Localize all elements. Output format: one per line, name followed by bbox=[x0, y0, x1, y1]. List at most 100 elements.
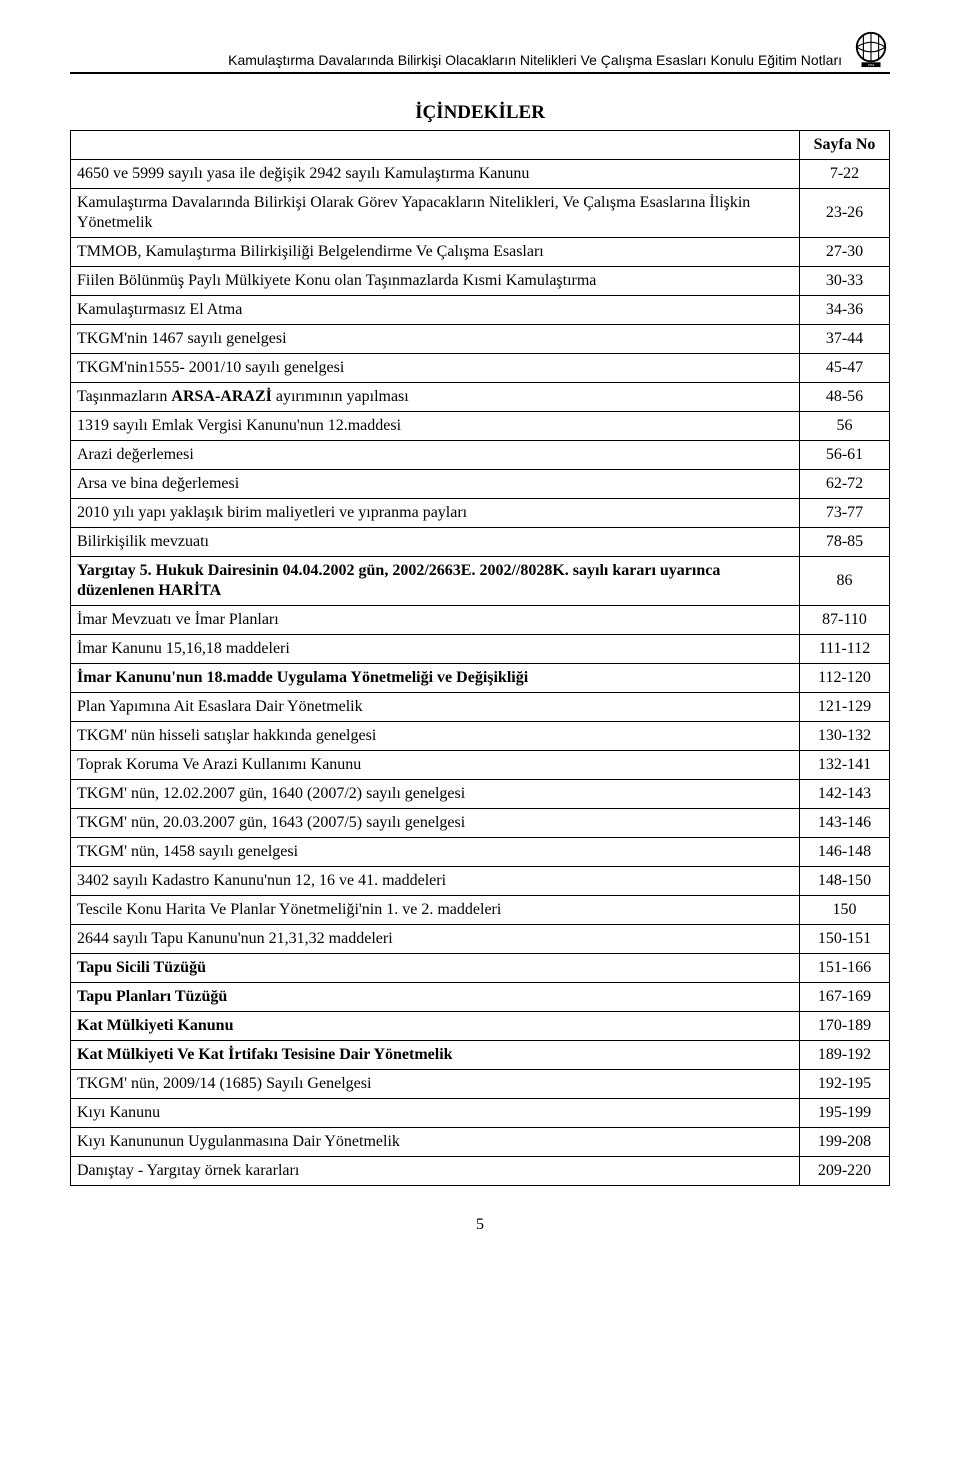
toc-row-label: Plan Yapımına Ait Esaslara Dair Yönetmel… bbox=[71, 693, 800, 722]
toc-row: Plan Yapımına Ait Esaslara Dair Yönetmel… bbox=[71, 693, 890, 722]
toc-row-page: 73-77 bbox=[800, 499, 890, 528]
toc-header-row: Sayfa No bbox=[71, 131, 890, 160]
toc-row: 3402 sayılı Kadastro Kanunu'nun 12, 16 v… bbox=[71, 867, 890, 896]
toc-row-label: Yargıtay 5. Hukuk Dairesinin 04.04.2002 … bbox=[71, 557, 800, 606]
toc-row-label: İmar Kanunu'nun 18.madde Uygulama Yönetm… bbox=[71, 664, 800, 693]
toc-row-label: 1319 sayılı Emlak Vergisi Kanunu'nun 12.… bbox=[71, 412, 800, 441]
toc-row-page: 189-192 bbox=[800, 1041, 890, 1070]
toc-row-label: TKGM'nin 1467 sayılı genelgesi bbox=[71, 325, 800, 354]
toc-row-label: Kamulaştırmasız El Atma bbox=[71, 296, 800, 325]
toc-header-empty bbox=[71, 131, 800, 160]
toc-row-label: Arazi değerlemesi bbox=[71, 441, 800, 470]
toc-row-label: TKGM' nün hisseli satışlar hakkında gene… bbox=[71, 722, 800, 751]
toc-row-page: 143-146 bbox=[800, 809, 890, 838]
toc-row-label: TKGM' nün, 20.03.2007 gün, 1643 (2007/5)… bbox=[71, 809, 800, 838]
toc-row-label: 2010 yılı yapı yaklaşık birim maliyetler… bbox=[71, 499, 800, 528]
toc-row-page: 151-166 bbox=[800, 954, 890, 983]
toc-row-label: TKGM'nin1555- 2001/10 sayılı genelgesi bbox=[71, 354, 800, 383]
toc-row: Kat Mülkiyeti Ve Kat İrtifakı Tesisine D… bbox=[71, 1041, 890, 1070]
toc-row-page: 209-220 bbox=[800, 1157, 890, 1186]
toc-row-label: TKGM' nün, 2009/14 (1685) Sayılı Genelge… bbox=[71, 1070, 800, 1099]
toc-row-label: Taşınmazların ARSA-ARAZİ ayırımının yapı… bbox=[71, 383, 800, 412]
header-text: Kamulaştırma Davalarında Bilirkişi Olaca… bbox=[228, 52, 842, 68]
toc-row-label: Arsa ve bina değerlemesi bbox=[71, 470, 800, 499]
toc-row-page: 86 bbox=[800, 557, 890, 606]
toc-row-page: 132-141 bbox=[800, 751, 890, 780]
toc-row-page: 146-148 bbox=[800, 838, 890, 867]
page-number: 5 bbox=[70, 1216, 890, 1234]
toc-row: Kamulaştırma Davalarında Bilirkişi Olara… bbox=[71, 189, 890, 238]
toc-row: Arsa ve bina değerlemesi62-72 bbox=[71, 470, 890, 499]
toc-row-page: 45-47 bbox=[800, 354, 890, 383]
logo-icon: 1954 bbox=[852, 30, 890, 68]
toc-row-page: 23-26 bbox=[800, 189, 890, 238]
toc-row: Toprak Koruma Ve Arazi Kullanımı Kanunu1… bbox=[71, 751, 890, 780]
toc-row-label: 4650 ve 5999 sayılı yasa ile değişik 294… bbox=[71, 160, 800, 189]
toc-row-label: Toprak Koruma Ve Arazi Kullanımı Kanunu bbox=[71, 751, 800, 780]
toc-row: TKGM' nün, 20.03.2007 gün, 1643 (2007/5)… bbox=[71, 809, 890, 838]
toc-row: TKGM' nün, 12.02.2007 gün, 1640 (2007/2)… bbox=[71, 780, 890, 809]
toc-row-page: 150 bbox=[800, 896, 890, 925]
toc-row-label: Tapu Planları Tüzüğü bbox=[71, 983, 800, 1012]
toc-row: 2644 sayılı Tapu Kanunu'nun 21,31,32 mad… bbox=[71, 925, 890, 954]
toc-row: 2010 yılı yapı yaklaşık birim maliyetler… bbox=[71, 499, 890, 528]
toc-row: Kıyı Kanunu195-199 bbox=[71, 1099, 890, 1128]
toc-row: İmar Kanunu 15,16,18 maddeleri111-112 bbox=[71, 635, 890, 664]
toc-row-page: 111-112 bbox=[800, 635, 890, 664]
svg-text:1954: 1954 bbox=[868, 63, 875, 67]
toc-row: TKGM' nün hisseli satışlar hakkında gene… bbox=[71, 722, 890, 751]
toc-row-label: Kıyı Kanunu bbox=[71, 1099, 800, 1128]
toc-row-page: 87-110 bbox=[800, 606, 890, 635]
toc-row: Fiilen Bölünmüş Paylı Mülkiyete Konu ola… bbox=[71, 267, 890, 296]
toc-row-label: İmar Kanunu 15,16,18 maddeleri bbox=[71, 635, 800, 664]
toc-row-page: 148-150 bbox=[800, 867, 890, 896]
toc-row-page: 199-208 bbox=[800, 1128, 890, 1157]
toc-header-page: Sayfa No bbox=[800, 131, 890, 160]
toc-row: Kat Mülkiyeti Kanunu170-189 bbox=[71, 1012, 890, 1041]
page-header: Kamulaştırma Davalarında Bilirkişi Olaca… bbox=[70, 30, 890, 74]
toc-row: Yargıtay 5. Hukuk Dairesinin 04.04.2002 … bbox=[71, 557, 890, 606]
toc-row: İmar Kanunu'nun 18.madde Uygulama Yönetm… bbox=[71, 664, 890, 693]
toc-row: TKGM'nin1555- 2001/10 sayılı genelgesi45… bbox=[71, 354, 890, 383]
toc-row-page: 170-189 bbox=[800, 1012, 890, 1041]
toc-row: 4650 ve 5999 sayılı yasa ile değişik 294… bbox=[71, 160, 890, 189]
toc-row-label: İmar Mevzuatı ve İmar Planları bbox=[71, 606, 800, 635]
toc-row-label: Kamulaştırma Davalarında Bilirkişi Olara… bbox=[71, 189, 800, 238]
toc-row: Kamulaştırmasız El Atma34-36 bbox=[71, 296, 890, 325]
toc-row-page: 27-30 bbox=[800, 238, 890, 267]
toc-row-page: 195-199 bbox=[800, 1099, 890, 1128]
toc-row-page: 130-132 bbox=[800, 722, 890, 751]
toc-row-page: 56 bbox=[800, 412, 890, 441]
toc-row-page: 150-151 bbox=[800, 925, 890, 954]
toc-row-label: Bilirkişilik mevzuatı bbox=[71, 528, 800, 557]
toc-row-label: Danıştay - Yargıtay örnek kararları bbox=[71, 1157, 800, 1186]
toc-row-label: Tapu Sicili Tüzüğü bbox=[71, 954, 800, 983]
toc-row: İmar Mevzuatı ve İmar Planları87-110 bbox=[71, 606, 890, 635]
toc-row-page: 30-33 bbox=[800, 267, 890, 296]
toc-row-page: 34-36 bbox=[800, 296, 890, 325]
toc-row-label: 2644 sayılı Tapu Kanunu'nun 21,31,32 mad… bbox=[71, 925, 800, 954]
toc-row-label: Tescile Konu Harita Ve Planlar Yönetmeli… bbox=[71, 896, 800, 925]
toc-row: Arazi değerlemesi56-61 bbox=[71, 441, 890, 470]
toc-row: TMMOB, Kamulaştırma Bilirkişiliği Belgel… bbox=[71, 238, 890, 267]
toc-row-page: 112-120 bbox=[800, 664, 890, 693]
toc-row: TKGM' nün, 2009/14 (1685) Sayılı Genelge… bbox=[71, 1070, 890, 1099]
toc-row: TKGM'nin 1467 sayılı genelgesi37-44 bbox=[71, 325, 890, 354]
toc-row: Tapu Sicili Tüzüğü151-166 bbox=[71, 954, 890, 983]
toc-row-label: TKGM' nün, 1458 sayılı genelgesi bbox=[71, 838, 800, 867]
toc-row-label: Kıyı Kanununun Uygulanmasına Dair Yönetm… bbox=[71, 1128, 800, 1157]
toc-row: TKGM' nün, 1458 sayılı genelgesi146-148 bbox=[71, 838, 890, 867]
toc-row-label: Fiilen Bölünmüş Paylı Mülkiyete Konu ola… bbox=[71, 267, 800, 296]
toc-row-page: 142-143 bbox=[800, 780, 890, 809]
toc-row: 1319 sayılı Emlak Vergisi Kanunu'nun 12.… bbox=[71, 412, 890, 441]
toc-row-page: 78-85 bbox=[800, 528, 890, 557]
toc-row: Tapu Planları Tüzüğü167-169 bbox=[71, 983, 890, 1012]
toc-row-label: TKGM' nün, 12.02.2007 gün, 1640 (2007/2)… bbox=[71, 780, 800, 809]
toc-table: Sayfa No 4650 ve 5999 sayılı yasa ile de… bbox=[70, 130, 890, 1186]
toc-row: Kıyı Kanununun Uygulanmasına Dair Yönetm… bbox=[71, 1128, 890, 1157]
toc-row: Bilirkişilik mevzuatı78-85 bbox=[71, 528, 890, 557]
toc-row-label: TMMOB, Kamulaştırma Bilirkişiliği Belgel… bbox=[71, 238, 800, 267]
toc-title: İÇİNDEKİLER bbox=[70, 102, 890, 124]
toc-row-page: 62-72 bbox=[800, 470, 890, 499]
toc-row-label: Kat Mülkiyeti Kanunu bbox=[71, 1012, 800, 1041]
